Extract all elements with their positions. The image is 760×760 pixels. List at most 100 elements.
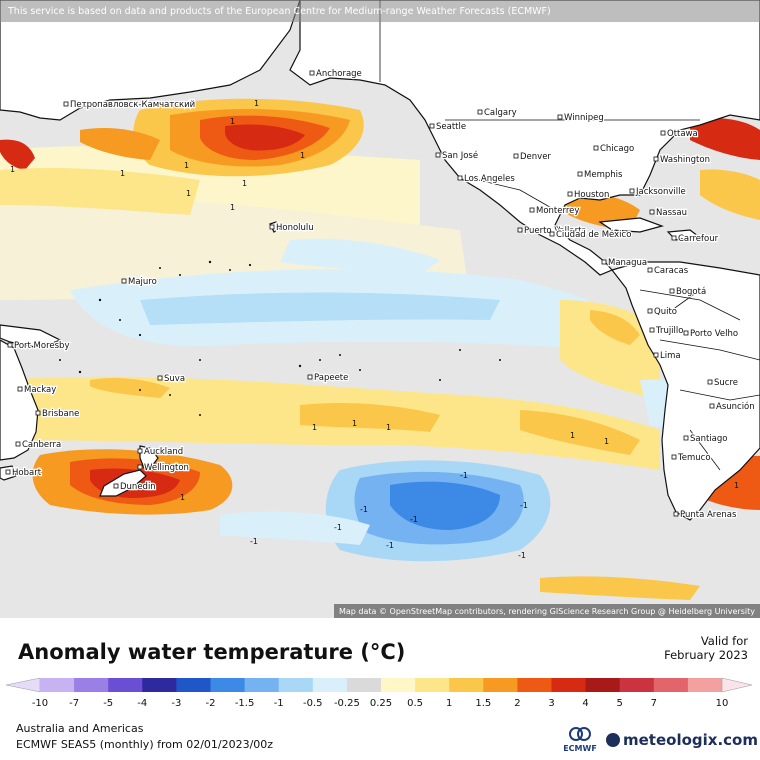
scale-tick-label: 10 <box>716 698 729 709</box>
scale-swatch <box>74 678 109 692</box>
scale-arrow-low <box>5 677 41 693</box>
city-name: Papeete <box>314 373 348 383</box>
scale-tick-label: -0.25 <box>334 698 360 709</box>
scale-tick-label: -1 <box>274 698 284 709</box>
city-marker: Wellington <box>137 462 190 474</box>
city-dot <box>707 379 713 385</box>
city-dot <box>669 288 675 294</box>
city-marker: Seattle <box>429 121 467 133</box>
anomaly-value: -1 <box>360 505 368 514</box>
city-marker: Washington <box>653 154 711 166</box>
model-run-label: ECMWF SEAS5 (monthly) from 02/01/2023/00… <box>16 738 274 751</box>
city-marker: Houston <box>567 189 611 201</box>
anomaly-value: -1 <box>386 541 394 550</box>
anomaly-value: -1 <box>334 523 342 532</box>
city-dot <box>649 209 655 215</box>
scale-swatch <box>517 678 552 692</box>
city-marker: Monterrey <box>529 205 581 217</box>
city-name: Seattle <box>436 122 466 132</box>
city-marker: Managua <box>601 257 648 269</box>
city-dot <box>269 224 275 230</box>
city-dot <box>35 410 41 416</box>
city-marker: Петропавловск-Камчатский <box>63 99 196 111</box>
anomaly-value: -1 <box>250 537 258 546</box>
city-marker: Punta Arenas <box>673 509 738 521</box>
city-marker: Papeete <box>307 372 350 384</box>
city-marker: Brisbane <box>35 408 81 420</box>
city-dot <box>567 191 573 197</box>
scale-tick-label: 1.5 <box>475 698 491 709</box>
anomaly-value: -1 <box>520 501 528 510</box>
city-dot <box>517 227 523 233</box>
city-name: Calgary <box>484 108 517 118</box>
city-dot <box>137 448 143 454</box>
valid-date: February 2023 <box>664 648 748 662</box>
city-marker: Hobart <box>5 467 43 479</box>
city-name: Петропавловск-Камчатский <box>70 100 195 110</box>
city-name: Honolulu <box>276 223 314 233</box>
anomaly-value: 1 <box>570 431 575 440</box>
valid-for: Valid for February 2023 <box>664 634 748 662</box>
city-dot <box>601 259 607 265</box>
scale-tick-label: -2 <box>206 698 216 709</box>
city-dot <box>683 330 689 336</box>
city-marker: Porto Velho <box>683 328 739 340</box>
city-name: Ottawa <box>667 129 698 139</box>
city-marker: Ottawa <box>660 128 699 140</box>
city-dot <box>477 109 483 115</box>
city-marker: Calgary <box>477 107 518 119</box>
anomaly-value: 1 <box>386 423 391 432</box>
city-name: Caracas <box>654 266 689 276</box>
city-marker: Quito <box>647 306 678 318</box>
city-dot <box>157 375 163 381</box>
city-marker: Port Moresby <box>7 340 71 352</box>
scale-swatch <box>278 678 314 692</box>
city-name: Monterrey <box>536 206 579 216</box>
scale-tick-label: -1.5 <box>235 698 255 709</box>
map-attribution: Map data © OpenStreetMap contributors, r… <box>339 607 755 616</box>
city-dot <box>429 123 435 129</box>
ecmwf-logo: ECMWF <box>560 726 600 753</box>
city-name: Ciudad de México <box>556 229 631 240</box>
city-marker: San José <box>435 149 479 162</box>
legend-panel: Anomaly water temperature (°C) Valid for… <box>0 618 760 760</box>
scale-swatch <box>415 678 450 692</box>
city-name: Punta Arenas <box>680 510 737 520</box>
city-name: Managua <box>608 258 647 268</box>
anomaly-value: -1 <box>410 515 418 524</box>
city-dot <box>435 152 441 158</box>
city-marker: Canberra <box>15 439 62 451</box>
scale-swatch <box>244 678 280 692</box>
city-name: Chicago <box>600 144 634 154</box>
city-marker: Asunción <box>709 400 756 413</box>
city-dot <box>309 70 315 76</box>
ecmwf-notice: This service is based on data and produc… <box>7 6 551 17</box>
city-name: Los Angeles <box>464 174 515 184</box>
city-dot <box>647 308 653 314</box>
city-marker: Bogotá <box>669 286 707 298</box>
city-marker: Winnipeg <box>557 112 605 124</box>
city-dot <box>577 171 583 177</box>
anomaly-map[interactable]: This service is based on data and produc… <box>0 0 760 618</box>
scale-tick-label: 4 <box>582 698 588 709</box>
pacific-islands <box>59 260 501 416</box>
ecmwf-logo-text: ECMWF <box>563 744 597 753</box>
city-dot <box>307 374 313 380</box>
scale-swatch <box>210 678 246 692</box>
city-marker: Chicago <box>593 143 635 155</box>
city-dot <box>653 352 659 358</box>
city-dot <box>647 267 653 273</box>
scale-tick-label: 3 <box>548 698 554 709</box>
city-marker: Puerto Vallarta <box>517 225 588 237</box>
anomaly-value: 1 <box>186 189 191 198</box>
city-marker: Anchorage <box>309 68 363 80</box>
city-name: Wellington <box>144 463 189 473</box>
city-dot <box>671 454 677 460</box>
anomaly-value: 1 <box>184 161 189 170</box>
anomaly-field <box>0 98 760 618</box>
city-name: Porto Velho <box>690 329 738 339</box>
city-name: Jacksonville <box>635 187 686 197</box>
legend-title: Anomaly water temperature (°C) <box>18 640 406 664</box>
city-marker: Caracas <box>647 265 690 277</box>
city-name: Puerto Vallarta <box>524 226 587 236</box>
